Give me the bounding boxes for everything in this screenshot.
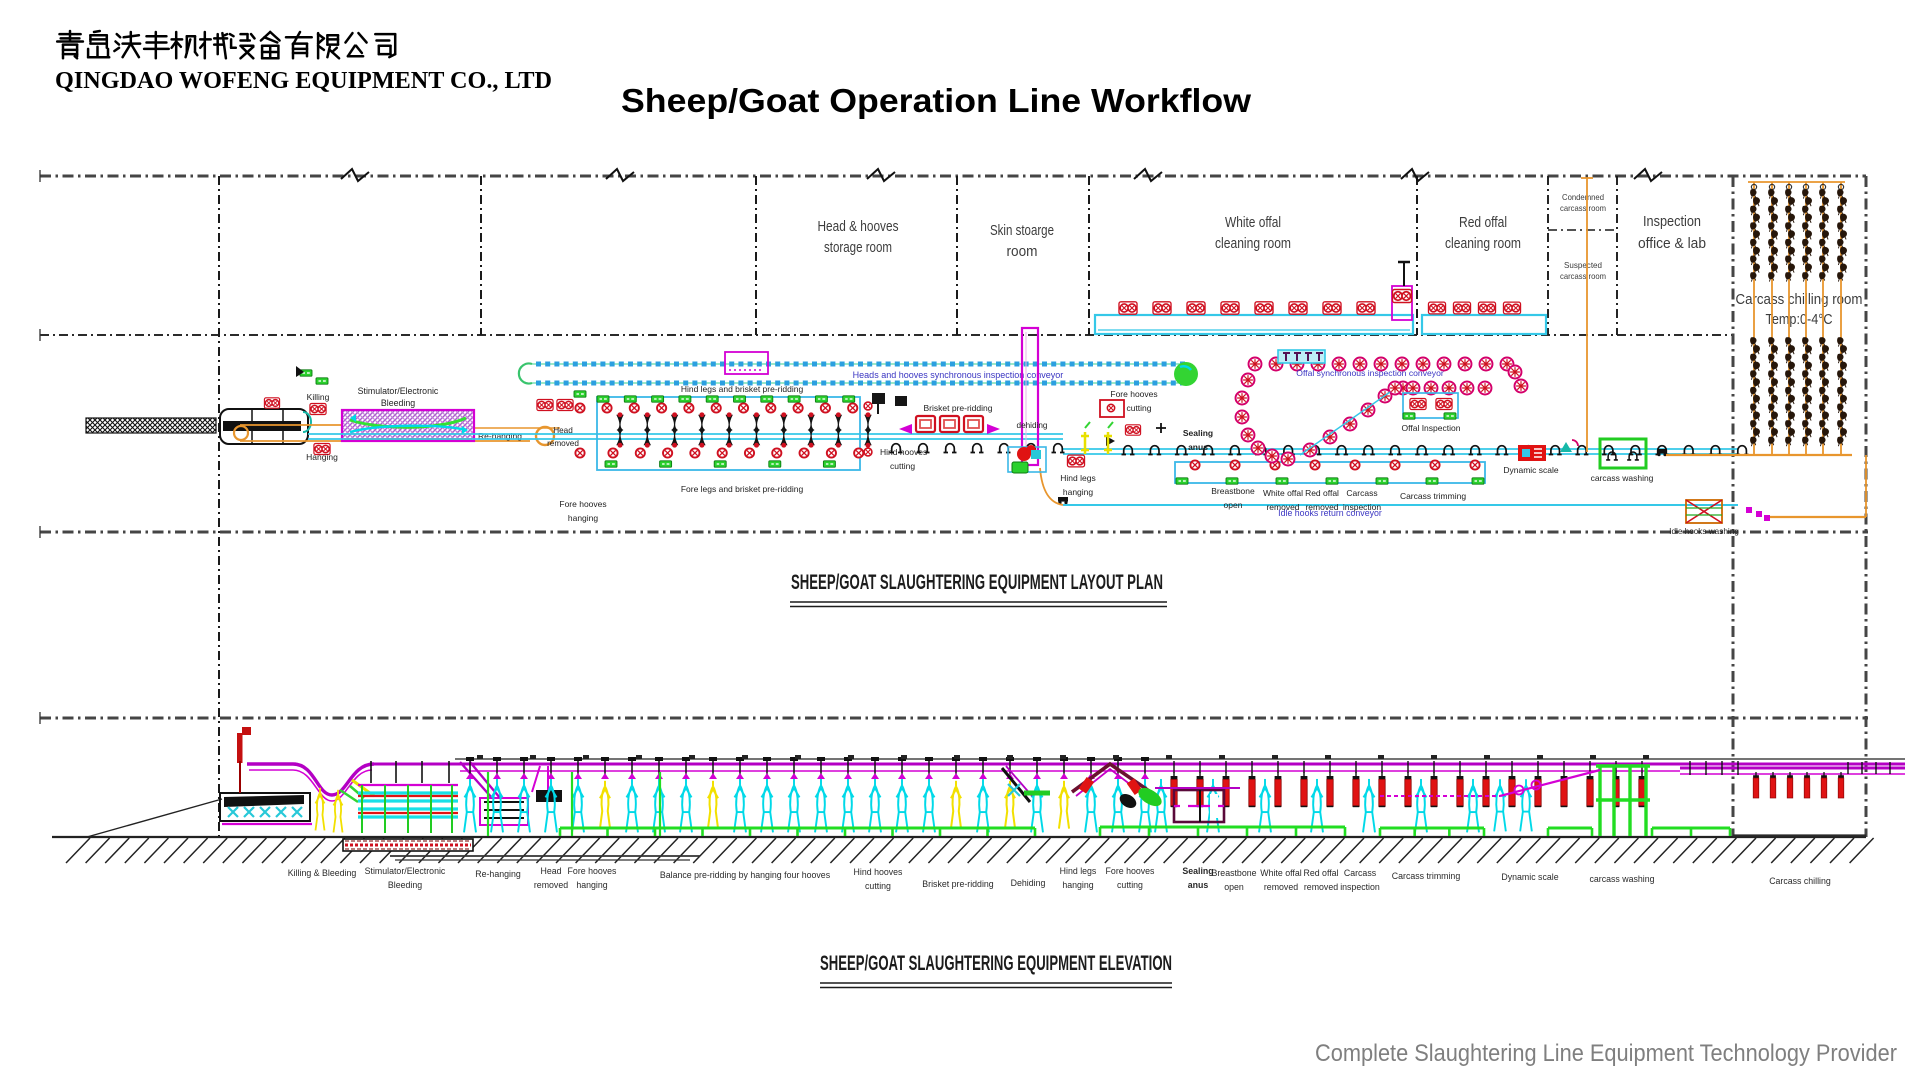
svg-text:dehiding: dehiding [1017,421,1048,430]
svg-text:Hind hooves: Hind hooves [854,867,904,877]
svg-text:Brisket pre-ridding: Brisket pre-ridding [922,879,993,889]
svg-text:Bleeding: Bleeding [381,398,415,408]
svg-text:Carcass trimming: Carcass trimming [1400,491,1466,501]
svg-text:Condemned: Condemned [1562,192,1604,202]
svg-text:cutting: cutting [1117,880,1143,890]
svg-text:Stimulator/Electronic: Stimulator/Electronic [365,866,446,876]
svg-text:Re-hanging: Re-hanging [475,869,521,879]
svg-text:Offal synchronous inspection c: Offal synchronous inspection conveyor [1296,368,1444,378]
svg-text:open: open [1224,500,1243,510]
svg-text:Head: Head [553,426,573,435]
svg-text:Fore hooves: Fore hooves [559,499,606,509]
svg-text:room: room [1007,243,1038,260]
svg-text:Hind legs and brisket pre-ridd: Hind legs and brisket pre-ridding [681,384,804,394]
svg-text:Sealing: Sealing [1182,866,1213,876]
svg-text:hanging: hanging [1063,487,1094,497]
svg-text:Bleeding: Bleeding [388,880,422,890]
svg-text:cutting: cutting [865,881,891,891]
svg-text:carcass washing: carcass washing [1591,473,1654,483]
svg-text:Skin stoarge: Skin stoarge [990,222,1054,239]
svg-text:cutting: cutting [890,461,915,471]
svg-text:Hind hooves: Hind hooves [880,447,927,457]
svg-text:Red offal: Red offal [1303,868,1338,878]
svg-text:carcass washing: carcass washing [1589,874,1654,884]
svg-text:hanging: hanging [568,513,599,523]
svg-text:cleaning room: cleaning room [1215,235,1291,252]
svg-text:White offal: White offal [1263,488,1303,498]
svg-text:Carcass chilling: Carcass chilling [1769,876,1831,886]
svg-text:Fore hooves: Fore hooves [568,866,617,876]
svg-text:Carcass: Carcass [1346,488,1377,498]
svg-text:Dehiding: Dehiding [1011,878,1046,888]
svg-text:Hanging: Hanging [306,452,338,462]
svg-text:cleaning room: cleaning room [1445,235,1521,252]
svg-text:Hind legs: Hind legs [1060,866,1097,876]
svg-text:Head & hooves: Head & hooves [818,218,899,235]
svg-text:anus: anus [1188,880,1209,890]
svg-text:Fore hooves: Fore hooves [1110,389,1157,399]
svg-text:Red offal: Red offal [1459,214,1507,231]
svg-text:Sealing: Sealing [1183,428,1213,438]
svg-text:Stimulator/Electronic: Stimulator/Electronic [358,386,439,396]
svg-text:Inspection: Inspection [1643,213,1701,230]
svg-text:QINGDAO WOFENG EQUIPMENT CO.,: QINGDAO WOFENG EQUIPMENT CO., LTD [55,67,552,94]
svg-text:Carcass chilling room: Carcass chilling room [1736,292,1863,308]
svg-text:Re-hanging: Re-hanging [478,431,522,441]
svg-text:Offal Inspection: Offal Inspection [1402,423,1461,433]
svg-text:cutting: cutting [1126,403,1151,413]
svg-text:Hind legs: Hind legs [1060,473,1095,483]
svg-text:open: open [1224,882,1244,892]
svg-text:hanging: hanging [576,880,607,890]
svg-text:Killing & Bleeding: Killing & Bleeding [288,868,357,878]
svg-text:Suspected: Suspected [1564,260,1602,270]
svg-text:removed: removed [534,880,568,890]
svg-text:Red offal: Red offal [1305,488,1339,498]
svg-text:inspection: inspection [1340,882,1380,892]
svg-text:Brisket pre-ridding: Brisket pre-ridding [924,403,993,413]
svg-text:hanging: hanging [1062,880,1093,890]
svg-text:Breastbone: Breastbone [1211,486,1255,496]
svg-text:Fore hooves: Fore hooves [1106,866,1155,876]
svg-text:Head: Head [540,866,561,876]
svg-text:Sheep/Goat Operation Line Work: Sheep/Goat Operation Line Workflow [621,82,1251,119]
svg-text:removed: removed [1266,502,1299,512]
svg-text:removed: removed [1264,882,1298,892]
svg-text:inspection: inspection [1343,502,1382,512]
svg-text:White offal: White offal [1260,868,1301,878]
svg-text:removed: removed [1305,502,1338,512]
svg-text:Carcass: Carcass [1344,868,1377,878]
svg-text:removed: removed [547,439,579,448]
svg-text:Heads and hooves synchronous i: Heads and hooves synchronous inspection … [853,370,1064,380]
svg-text:Breastbone: Breastbone [1212,868,1257,878]
svg-text:office & lab: office & lab [1638,235,1706,252]
svg-text:carcass room: carcass room [1560,271,1606,281]
svg-text:Idle hooks return conveyor: Idle hooks return conveyor [1278,508,1382,518]
svg-text:Dynamic scale: Dynamic scale [1501,872,1558,882]
svg-text:anus: anus [1188,442,1208,452]
svg-text:Fore legs and brisket pre-ridd: Fore legs and brisket pre-ridding [681,484,804,494]
svg-text:removed: removed [1304,882,1338,892]
svg-text:Complete Slaughtering Line Equ: Complete Slaughtering Line Equipment Tec… [1315,1040,1897,1067]
svg-text:Carcass trimming: Carcass trimming [1392,871,1461,881]
svg-text:SHEEP/GOAT SLAUGHTERING EQUIPM: SHEEP/GOAT SLAUGHTERING EQUIPMENT ELEVAT… [820,952,1172,975]
svg-text:carcass room: carcass room [1560,203,1606,213]
svg-text:Temp:0-4°C: Temp:0-4°C [1766,312,1833,328]
svg-text:Idle hooks washing: Idle hooks washing [1669,527,1739,536]
svg-text:Dynamic scale: Dynamic scale [1503,465,1559,475]
svg-text:storage room: storage room [824,239,892,256]
svg-text:SHEEP/GOAT SLAUGHTERING EQUIPM: SHEEP/GOAT SLAUGHTERING EQUIPMENT LAYOUT… [791,571,1163,594]
svg-text:White offal: White offal [1225,214,1281,231]
svg-text:Balance pre-ridding by hanging: Balance pre-ridding by hanging four hoov… [660,870,831,880]
svg-text:Killing: Killing [307,392,330,402]
